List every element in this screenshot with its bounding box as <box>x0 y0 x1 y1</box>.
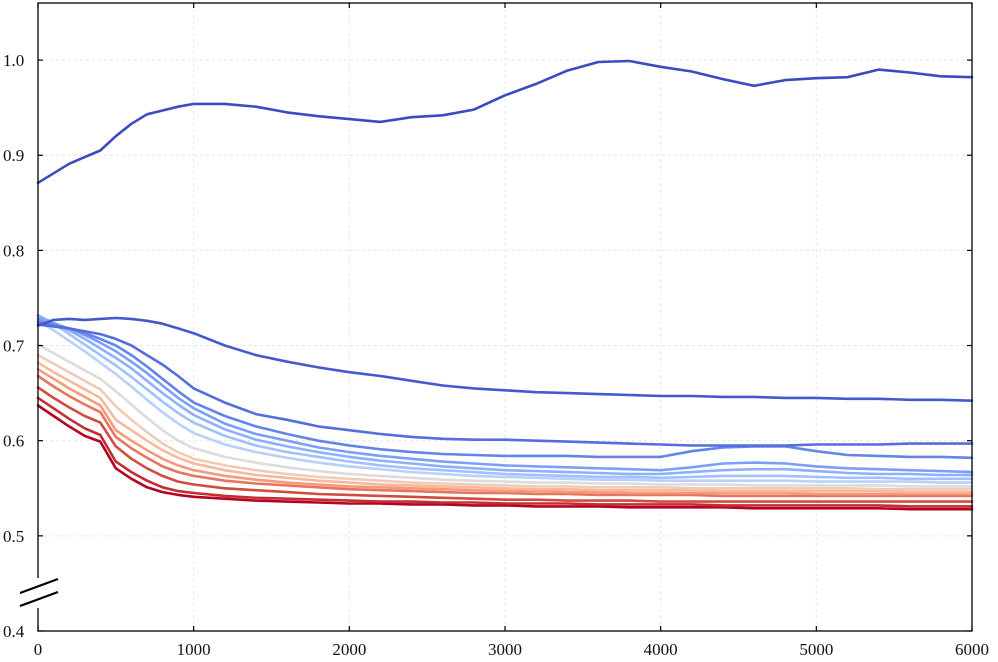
x-tick-labels: 0 1000 2000 3000 4000 5000 6000 <box>34 640 989 659</box>
series-line-16 <box>36 404 974 511</box>
series-line-2 <box>36 316 974 403</box>
series-line-13 <box>36 374 974 498</box>
x-tick-label: 1000 <box>177 640 211 659</box>
series-line-14 <box>36 386 974 503</box>
series-line-9 <box>36 343 974 488</box>
series-line-8 <box>36 319 974 484</box>
axis-break-line-1 <box>19 577 59 595</box>
series-line-15 <box>36 396 974 508</box>
series-line-4 <box>36 320 974 460</box>
y-tick-label: 0.9 <box>3 146 24 165</box>
y-tick-label: 0.6 <box>3 432 24 451</box>
x-tick-label: 6000 <box>955 640 989 659</box>
series-line-12 <box>36 367 974 496</box>
x-tick-label: 3000 <box>488 640 522 659</box>
y-tick-labels: 0.4 0.5 0.6 0.7 0.8 0.9 1.0 <box>3 51 25 641</box>
series-line-1 <box>36 59 974 185</box>
series-lines <box>36 59 974 511</box>
y-axis-break-marker <box>16 577 62 608</box>
axis-break-line-2 <box>19 590 59 608</box>
y-tick-label: 0.5 <box>3 527 24 546</box>
y-tick-label: 0.8 <box>3 241 24 260</box>
x-tick-label: 5000 <box>799 640 833 659</box>
y-tick-label: 0.4 <box>3 622 25 641</box>
grid-lines <box>37 3 973 632</box>
series-line-11 <box>36 361 974 494</box>
series-line-5 <box>36 317 974 474</box>
x-tick-label: 0 <box>34 640 43 659</box>
tick-marks <box>37 3 973 632</box>
y-tick-label: 0.7 <box>3 337 25 356</box>
y-tick-label: 1.0 <box>3 51 24 70</box>
x-tick-label: 4000 <box>644 640 678 659</box>
series-line-3 <box>36 323 974 447</box>
x-tick-label: 2000 <box>332 640 366 659</box>
series-line-10 <box>36 353 974 491</box>
series-line-7 <box>36 313 974 481</box>
series-line-6 <box>36 314 974 477</box>
